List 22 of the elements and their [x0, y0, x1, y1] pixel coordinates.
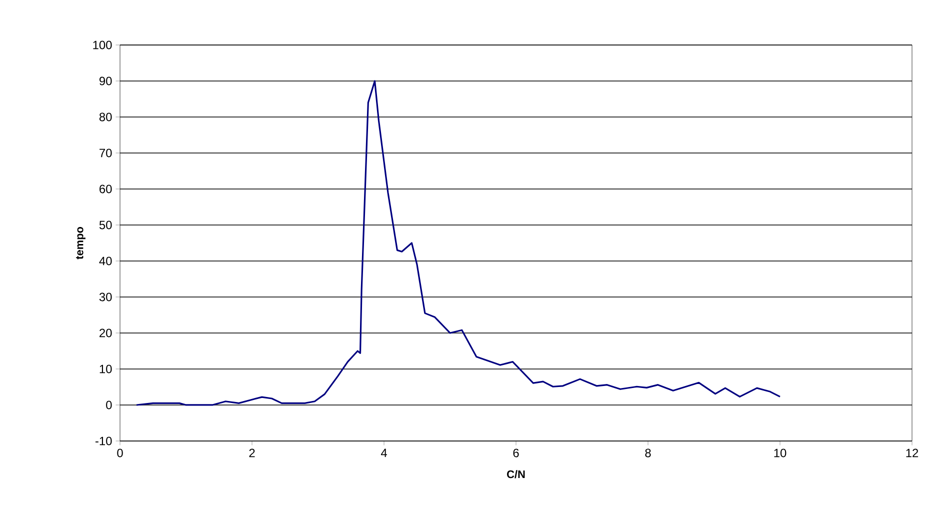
y-tick-label: 80	[99, 112, 112, 122]
y-tick-label: 0	[106, 400, 112, 410]
x-tick-label: 4	[380, 448, 387, 457]
x-tick-label: 10	[774, 448, 786, 458]
y-tick-label: 30	[99, 292, 112, 302]
x-tick-label: 6	[513, 448, 519, 458]
y-tick-label: 20	[100, 328, 112, 338]
y-axis-title: tempo	[76, 226, 86, 260]
y-tick-label: 40	[99, 256, 112, 266]
x-tick-label: 8	[645, 448, 651, 458]
y-tick-label: 60	[100, 184, 112, 194]
x-tick-label: 2	[249, 448, 255, 458]
y-tick-label: 10	[100, 364, 112, 374]
x-tick-label: 12	[906, 448, 918, 458]
y-tick-label: 100	[93, 40, 112, 50]
y-tick-label: 90	[100, 76, 112, 86]
x-tick-label: 0	[117, 448, 123, 458]
y-tick-label: 50	[99, 220, 112, 230]
x-axis-title: C/N	[507, 470, 525, 478]
y-tick-label: 70	[100, 148, 112, 158]
y-tick-label: -10	[95, 436, 112, 446]
line-series	[136, 80, 781, 406]
